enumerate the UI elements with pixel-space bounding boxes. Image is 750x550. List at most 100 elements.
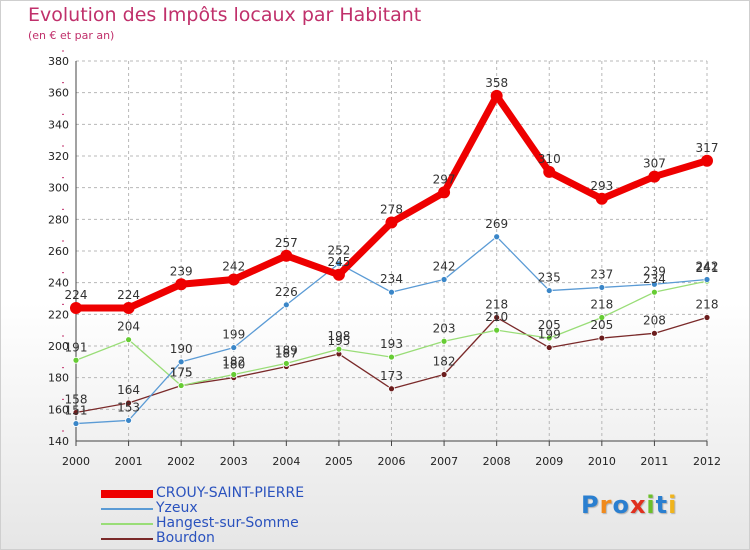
proxiti-logo: Proxiti (581, 491, 677, 519)
data-label: 224 (65, 288, 88, 302)
label-layer: 224 224 239 242 257 245 278 297 358 310 293 307 317 1… (65, 76, 719, 418)
data-point (438, 186, 451, 199)
data-point (701, 154, 713, 167)
data-label: 224 (117, 288, 140, 302)
data-point (440, 337, 448, 345)
legend-item: Bourdon (101, 531, 304, 546)
y-tick-label: 340 (48, 118, 69, 131)
data-label: 199 (538, 328, 561, 342)
y-tick-label: 240 (48, 277, 69, 290)
data-label: 173 (380, 369, 403, 383)
legend-item: Yzeux (101, 501, 304, 516)
x-tick-label: 2005 (325, 455, 353, 468)
data-point (388, 385, 395, 393)
data-label: 269 (485, 217, 508, 231)
legend-label: Yzeux (156, 500, 198, 516)
data-label: 239 (170, 264, 193, 278)
data-point (651, 288, 658, 296)
data-label: 317 (696, 141, 719, 155)
data-label: 164 (117, 383, 140, 397)
y-tick-label: 260 (48, 245, 69, 258)
data-point (440, 276, 448, 283)
legend-label: Bourdon (156, 530, 215, 546)
x-tick-label: 2006 (378, 455, 406, 468)
data-label: 151 (65, 404, 88, 418)
x-tick-label: 2007 (430, 455, 458, 468)
data-label: 234 (643, 272, 666, 286)
data-point (545, 287, 553, 294)
data-point (282, 360, 290, 367)
data-label: 205 (538, 318, 561, 332)
data-point (335, 260, 343, 268)
data-label: 239 (643, 264, 666, 278)
data-point (332, 268, 345, 281)
x-tick-label: 2010 (588, 455, 616, 468)
data-label: 307 (643, 157, 666, 171)
data-label: 203 (433, 321, 456, 335)
data-point (545, 344, 553, 351)
data-label: 180 (222, 358, 245, 372)
legend-swatch (101, 507, 153, 510)
data-point (493, 326, 501, 334)
data-point (598, 314, 606, 321)
x-tick-label: 2008 (483, 455, 511, 468)
data-label: 218 (590, 298, 613, 312)
data-point (72, 356, 80, 364)
x-tick-label: 2002 (167, 455, 195, 468)
data-point (648, 170, 661, 183)
data-label: 293 (590, 179, 613, 193)
chart-title: Evolution des Impôts locaux par Habitant (28, 4, 422, 26)
data-label: 195 (327, 334, 350, 348)
data-label: 158 (65, 393, 88, 407)
legend-swatch (101, 522, 153, 525)
data-label: 278 (380, 203, 403, 217)
y-tick-label: 200 (48, 340, 69, 353)
data-point (703, 276, 711, 283)
data-label: 218 (485, 298, 508, 312)
logo-letter: i (646, 491, 656, 519)
legend: CROUY-SAINT-PIERRE Yzeux Hangest-sur-Somme… (101, 486, 304, 546)
logo-letter: x (629, 491, 647, 519)
series-layer (70, 89, 713, 427)
data-label: 241 (696, 261, 719, 275)
data-label: 199 (222, 328, 245, 342)
data-point (651, 280, 658, 288)
data-point (388, 288, 395, 296)
data-point (125, 417, 132, 424)
data-point (545, 334, 553, 342)
data-label: 175 (170, 366, 193, 380)
y-tick-label: 300 (48, 182, 69, 195)
data-point (440, 371, 448, 378)
data-point (651, 329, 658, 337)
data-label: 242 (433, 260, 456, 274)
data-label: 182 (222, 355, 245, 369)
data-point (493, 233, 501, 241)
data-point (595, 192, 608, 205)
data-point (125, 399, 132, 407)
data-label: 193 (380, 337, 403, 351)
y-tick-label: 320 (48, 150, 69, 163)
data-label: 175 (170, 366, 193, 380)
data-point (543, 165, 556, 178)
legend-swatch (101, 489, 153, 498)
y-tick-label: 380 (48, 55, 69, 68)
data-point (122, 302, 135, 314)
data-label: 237 (590, 267, 613, 281)
data-point (230, 371, 238, 378)
data-label: 205 (590, 318, 613, 332)
data-point (175, 278, 188, 291)
x-tick-label: 2012 (693, 455, 721, 468)
logo-letter: P (581, 491, 600, 519)
data-point (72, 409, 80, 416)
data-label: 204 (117, 320, 140, 334)
data-point (598, 334, 606, 342)
data-point (493, 314, 501, 321)
data-point (703, 314, 711, 321)
legend-swatch (101, 537, 153, 540)
data-point (70, 302, 82, 314)
data-point (280, 249, 293, 262)
data-point (72, 420, 80, 427)
data-label: 187 (275, 347, 298, 361)
data-label: 242 (696, 260, 719, 274)
